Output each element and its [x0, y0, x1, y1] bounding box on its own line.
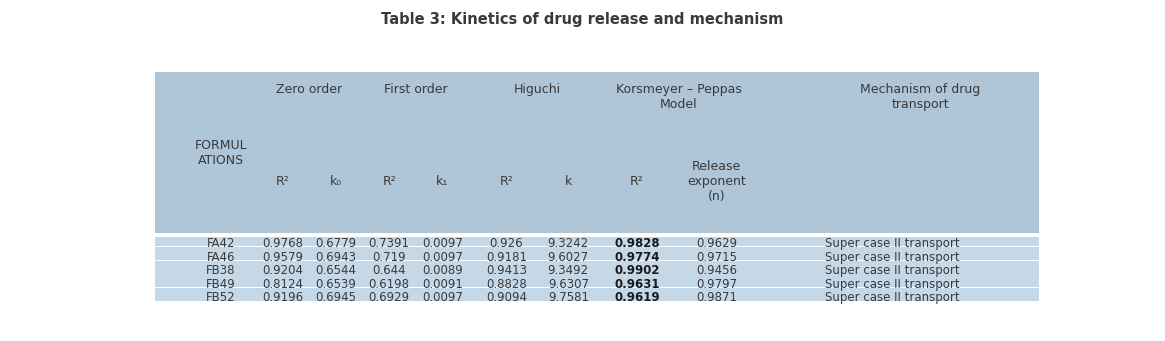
Text: k₁: k₁ — [436, 175, 449, 188]
Text: FB49: FB49 — [206, 278, 235, 291]
Text: Super case II transport: Super case II transport — [826, 251, 960, 264]
Text: First order: First order — [383, 83, 447, 96]
Text: 0.6943: 0.6943 — [316, 251, 356, 264]
Text: Super case II transport: Super case II transport — [826, 278, 960, 291]
Text: R²: R² — [500, 175, 514, 188]
Text: Super case II transport: Super case II transport — [826, 237, 960, 250]
FancyBboxPatch shape — [155, 287, 1039, 288]
FancyBboxPatch shape — [155, 233, 1039, 246]
Text: 0.9204: 0.9204 — [262, 264, 303, 277]
Text: 0.0091: 0.0091 — [422, 278, 463, 291]
Text: 0.9619: 0.9619 — [614, 292, 659, 305]
Text: 0.719: 0.719 — [373, 251, 405, 264]
Text: FA42: FA42 — [206, 237, 235, 250]
Text: Korsmeyer – Peppas
Model: Korsmeyer – Peppas Model — [616, 83, 742, 111]
Text: 0.9902: 0.9902 — [614, 264, 659, 277]
Text: 0.6539: 0.6539 — [316, 278, 356, 291]
Text: 0.0097: 0.0097 — [422, 237, 463, 250]
Text: 0.9715: 0.9715 — [696, 251, 737, 264]
FancyBboxPatch shape — [155, 246, 1039, 247]
Text: 0.9181: 0.9181 — [486, 251, 527, 264]
Text: 0.6544: 0.6544 — [316, 264, 356, 277]
Text: 9.6307: 9.6307 — [548, 278, 588, 291]
Text: 0.9768: 0.9768 — [262, 237, 303, 250]
Text: 9.3492: 9.3492 — [548, 264, 588, 277]
Text: 0.9629: 0.9629 — [696, 237, 737, 250]
Text: FA46: FA46 — [206, 251, 235, 264]
Text: 9.6027: 9.6027 — [548, 251, 588, 264]
Text: Mechanism of drug
transport: Mechanism of drug transport — [860, 83, 980, 111]
Text: Super case II transport: Super case II transport — [826, 264, 960, 277]
FancyBboxPatch shape — [155, 273, 1039, 287]
Text: R²: R² — [276, 175, 290, 188]
FancyBboxPatch shape — [155, 273, 1039, 275]
Text: 0.9828: 0.9828 — [614, 237, 659, 250]
Text: 0.926: 0.926 — [489, 237, 523, 250]
FancyBboxPatch shape — [155, 72, 1039, 233]
Text: 0.0097: 0.0097 — [422, 251, 463, 264]
Text: 0.9413: 0.9413 — [486, 264, 527, 277]
Text: Super case II transport: Super case II transport — [826, 292, 960, 305]
Text: k: k — [565, 175, 572, 188]
Text: 9.7581: 9.7581 — [548, 292, 588, 305]
Text: 0.6198: 0.6198 — [368, 278, 410, 291]
Text: 0.644: 0.644 — [373, 264, 405, 277]
Text: 0.0097: 0.0097 — [422, 292, 463, 305]
Text: 0.8124: 0.8124 — [262, 278, 303, 291]
Text: 0.0089: 0.0089 — [422, 264, 463, 277]
Text: FORMUL
ATIONS: FORMUL ATIONS — [195, 138, 247, 166]
Text: R²: R² — [630, 175, 644, 188]
Text: FB38: FB38 — [206, 264, 235, 277]
Text: 0.6945: 0.6945 — [316, 292, 356, 305]
Text: Zero order: Zero order — [276, 83, 343, 96]
Text: 0.9631: 0.9631 — [614, 278, 659, 291]
Text: 0.9797: 0.9797 — [696, 278, 737, 291]
Text: 0.9579: 0.9579 — [262, 251, 303, 264]
Text: FB52: FB52 — [206, 292, 235, 305]
FancyBboxPatch shape — [155, 233, 1039, 237]
FancyBboxPatch shape — [155, 260, 1039, 273]
Text: 0.9196: 0.9196 — [262, 292, 304, 305]
Text: 0.9094: 0.9094 — [486, 292, 527, 305]
Text: 0.9774: 0.9774 — [614, 251, 659, 264]
Text: 9.3242: 9.3242 — [548, 237, 588, 250]
Text: 0.9871: 0.9871 — [696, 292, 737, 305]
Text: k₀: k₀ — [330, 175, 343, 188]
Text: Release
exponent
(n): Release exponent (n) — [687, 160, 746, 203]
Text: 0.9456: 0.9456 — [696, 264, 737, 277]
Text: 0.8828: 0.8828 — [486, 278, 527, 291]
FancyBboxPatch shape — [155, 246, 1039, 260]
Text: R²: R² — [382, 175, 396, 188]
Text: 0.6779: 0.6779 — [316, 237, 356, 250]
Text: 0.7391: 0.7391 — [368, 237, 410, 250]
FancyBboxPatch shape — [155, 287, 1039, 301]
FancyBboxPatch shape — [155, 260, 1039, 261]
Text: 0.6929: 0.6929 — [368, 292, 410, 305]
Text: Higuchi: Higuchi — [514, 83, 560, 96]
Text: Table 3: Kinetics of drug release and mechanism: Table 3: Kinetics of drug release and me… — [381, 12, 784, 27]
